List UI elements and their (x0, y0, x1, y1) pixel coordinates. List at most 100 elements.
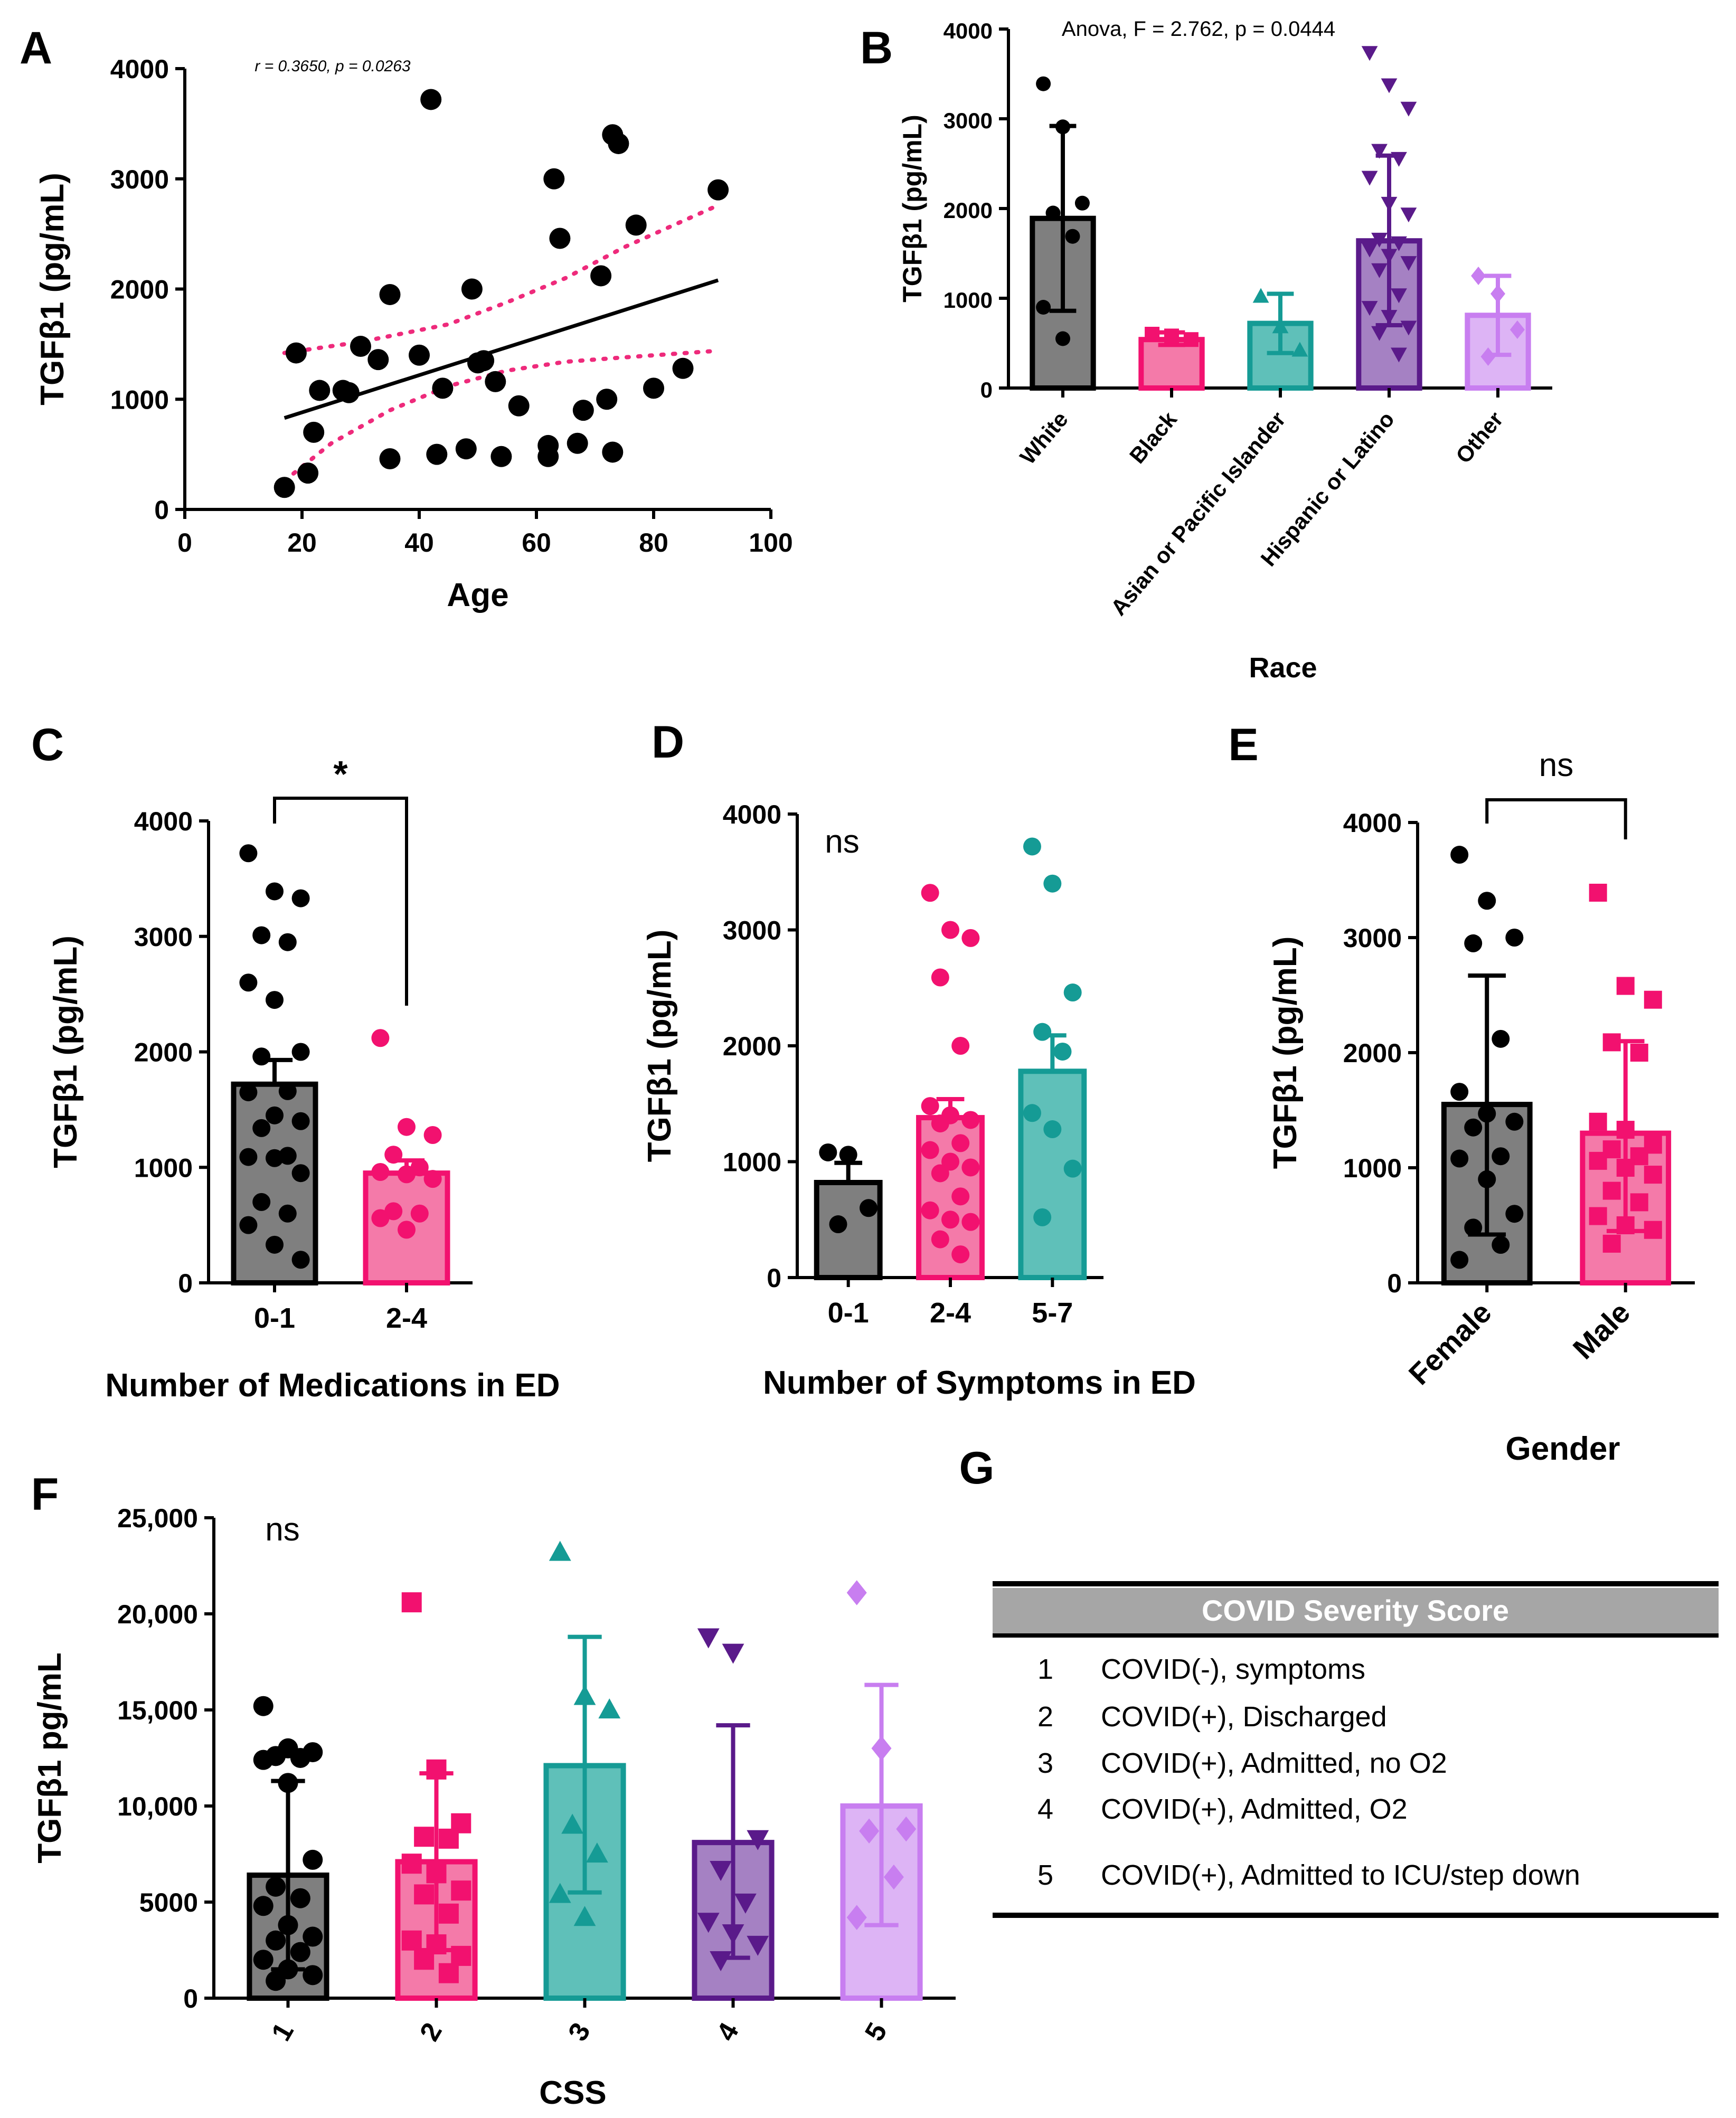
x-tick-label: 0-1 (254, 1302, 295, 1334)
data-point (367, 349, 389, 371)
data-point (1272, 318, 1289, 334)
data-point (414, 1950, 435, 1970)
data-point (1509, 320, 1525, 339)
data-point (1464, 934, 1483, 952)
data-point (1400, 207, 1417, 223)
panel-g: G COVID Severity Score 1 COVID(-), symptoms… (959, 1443, 1719, 1918)
data-point (1063, 1159, 1082, 1178)
data-point (921, 1097, 939, 1115)
data-point (1478, 892, 1496, 910)
data-point (384, 1146, 403, 1164)
y-tick-label: 20,000 (117, 1600, 198, 1629)
data-point (710, 1860, 732, 1881)
data-point (473, 350, 495, 372)
data-point (1074, 195, 1090, 211)
x-tick-label: 20 (287, 528, 317, 557)
data-point (371, 1029, 390, 1047)
data-point (1045, 205, 1061, 221)
data-point (1371, 263, 1388, 278)
data-point (461, 278, 483, 300)
data-point (1391, 288, 1407, 304)
data-point (1043, 1120, 1062, 1139)
y-tick-label: 3000 (944, 108, 993, 133)
y-tick-label: 0 (980, 377, 993, 402)
x-tick-label: 100 (749, 528, 792, 557)
panel-label: C (31, 720, 64, 770)
data-point (266, 1930, 286, 1951)
x-tick-label: 5-7 (1032, 1297, 1073, 1329)
data-point (1478, 1170, 1496, 1188)
panel-c: 0 1000 2000 3000 4000 TGFβ1 (pg/mL) 0-1 2-4 * Num… (31, 720, 560, 1404)
stat-annotation: Anova, F = 2.762, p = 0.0444 (1062, 17, 1335, 41)
data-point (253, 1750, 273, 1770)
data-point (266, 1971, 286, 1991)
ci-lower-line (282, 348, 721, 483)
x-axis-title: Age (447, 577, 508, 613)
data-point (860, 1199, 878, 1217)
data-point (931, 968, 949, 987)
data-point (401, 1854, 422, 1874)
data-point (931, 1230, 949, 1249)
data-point (1589, 1207, 1607, 1225)
panel-e: 0 1000 2000 3000 4000 TGFβ1 (pg/mL) Female Male… (1228, 720, 1695, 1467)
y-tick-label: 2000 (1343, 1038, 1402, 1068)
data-point (291, 1164, 310, 1183)
y-tick-label: 1000 (1343, 1153, 1402, 1183)
data-point (707, 179, 729, 201)
y-tick-label: 4000 (944, 18, 993, 43)
x-tick-label: Asian or Pacific Islander (1106, 407, 1290, 620)
data-point (1145, 327, 1160, 342)
table-row-text: COVID(+), Admitted, O2 (1101, 1793, 1408, 1825)
data-point (438, 1903, 459, 1924)
data-point (1490, 285, 1505, 303)
y-tick-label: 1000 (134, 1153, 193, 1183)
data-point (379, 448, 401, 469)
y-axis-title: TGFβ1 (pg/mL) (48, 935, 84, 1168)
data-point (309, 380, 331, 401)
data-point (1036, 76, 1051, 91)
x-tick-label: 5 (859, 2018, 893, 2046)
table-row-text: COVID(+), Discharged (1101, 1701, 1387, 1733)
data-point (438, 1828, 459, 1849)
data-point (846, 1580, 867, 1605)
data-point (409, 344, 430, 366)
x-tick-label: Black (1125, 406, 1182, 468)
panel-label: D (652, 717, 684, 768)
data-point (278, 1773, 298, 1793)
data-point (941, 1211, 959, 1229)
data-point (1063, 984, 1082, 1002)
data-point (278, 1915, 298, 1935)
data-point (572, 400, 594, 421)
data-point (1361, 242, 1378, 258)
table-row-text: COVID(+), Admitted to ICU/step down (1101, 1859, 1580, 1891)
data-point (1471, 267, 1486, 285)
data-point (401, 1592, 422, 1613)
x-axis-title: CSS (539, 2075, 606, 2111)
y-axis-title: TGFβ1 pg/mL (32, 1652, 68, 1864)
data-point (1505, 1205, 1524, 1223)
y-tick-label: 2000 (723, 1032, 781, 1061)
data-point (432, 377, 454, 399)
data-point (961, 1213, 980, 1231)
data-point (273, 477, 295, 498)
data-point (266, 882, 284, 901)
table-row-number: 3 (1037, 1747, 1053, 1779)
data-point (697, 1913, 720, 1933)
data-point (1252, 288, 1269, 303)
data-point (1644, 1166, 1662, 1184)
data-point (1023, 837, 1041, 856)
data-point (573, 1685, 596, 1705)
data-point (266, 1106, 284, 1124)
data-point (921, 1141, 939, 1159)
data-point (1055, 331, 1070, 346)
data-point (1450, 1083, 1469, 1101)
data-point (1381, 249, 1398, 264)
data-point (931, 1114, 949, 1133)
data-point (291, 889, 310, 907)
y-tick-label: 10,000 (117, 1792, 198, 1821)
x-axis-title: Number of Medications in ED (105, 1367, 560, 1404)
x-tick-label: 1 (266, 2018, 300, 2046)
y-tick-label: 2000 (944, 198, 993, 223)
data-point (350, 336, 371, 357)
